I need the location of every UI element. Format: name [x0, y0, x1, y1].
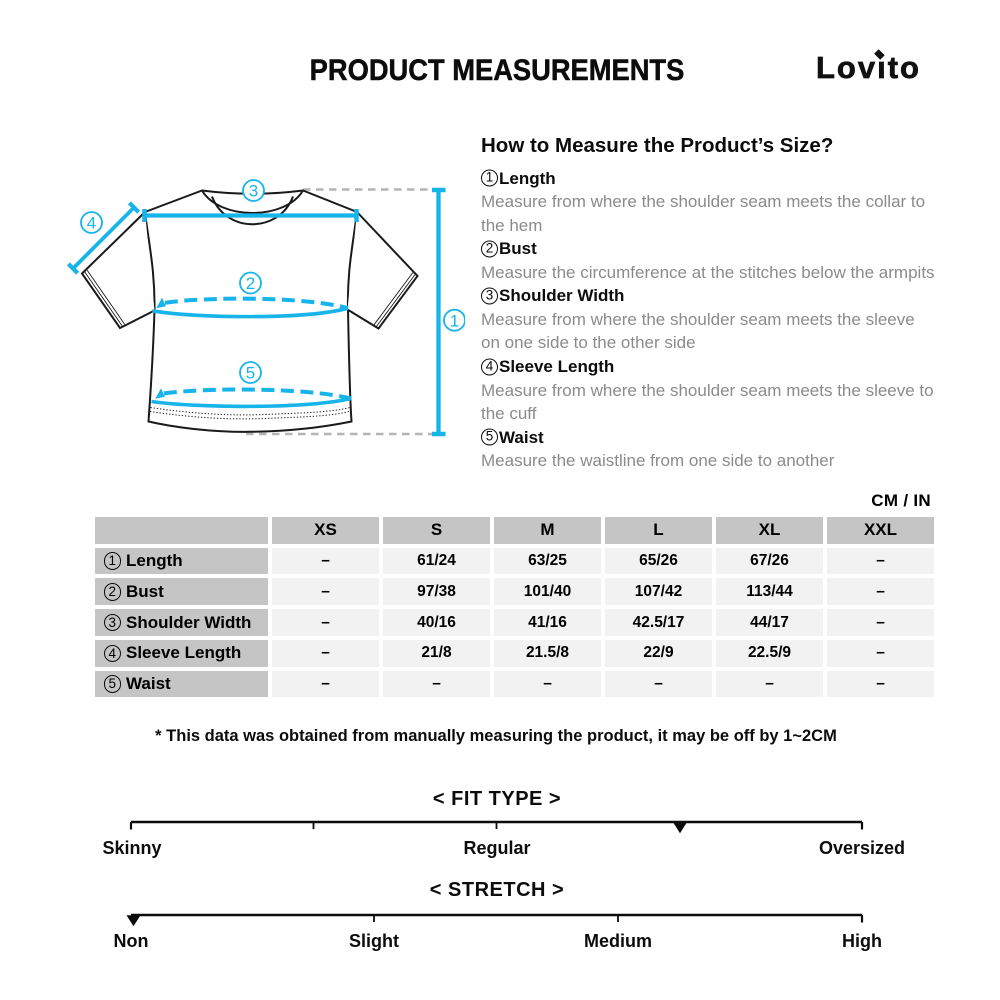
svg-text:1: 1	[450, 312, 459, 331]
svg-text:3: 3	[249, 182, 258, 201]
svg-text:2: 2	[246, 274, 255, 293]
svg-text:5: 5	[246, 364, 255, 383]
svg-text:4: 4	[87, 214, 96, 233]
